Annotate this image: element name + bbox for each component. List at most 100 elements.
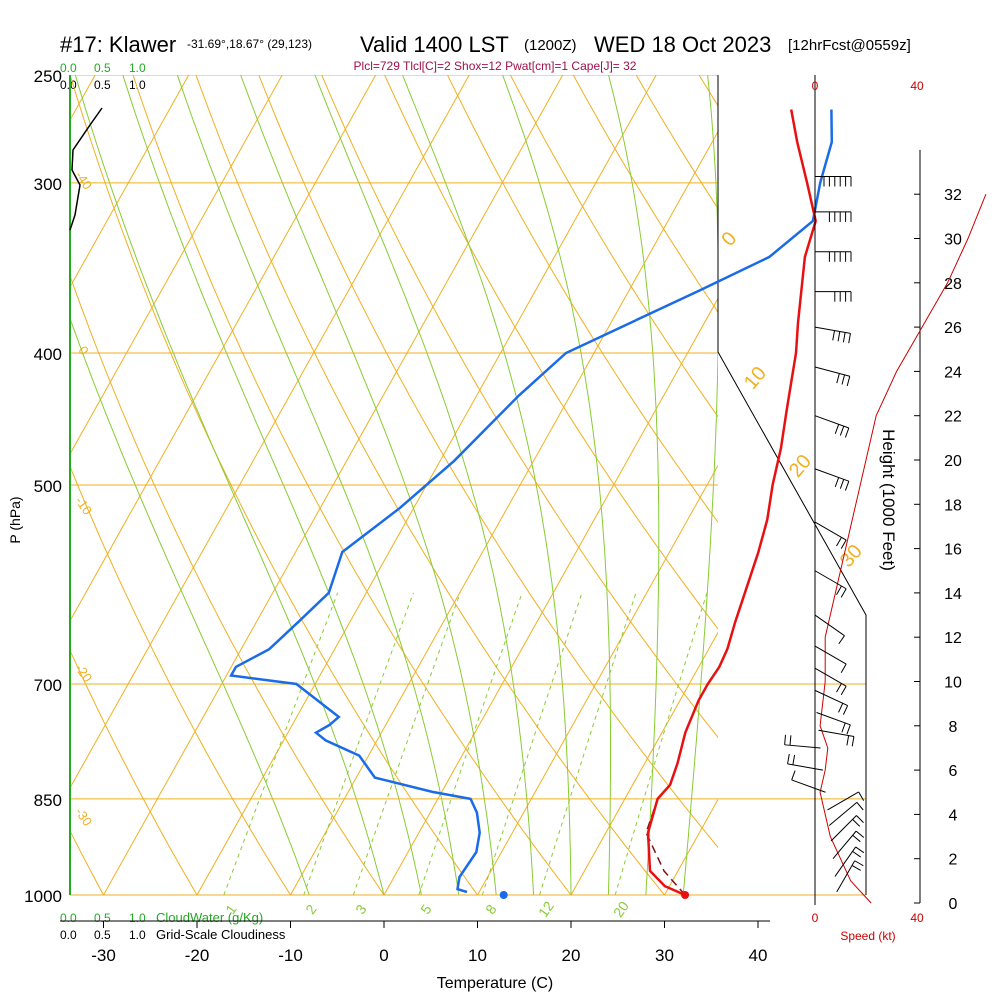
wind-barb-flag — [858, 791, 865, 801]
wind-barb — [832, 830, 865, 860]
dry-adiabat — [447, 75, 718, 523]
wind-barb-flag — [851, 736, 855, 747]
isotherm--70 — [70, 75, 190, 288]
wind-barb-flag — [789, 735, 792, 746]
cloud-top-black-1: 0.5 — [94, 78, 111, 92]
mixing-ratio-label: 5 — [417, 901, 435, 917]
wind-barb-staff — [814, 326, 851, 334]
wind-barb-flag — [846, 735, 850, 746]
wind-speed-line — [819, 194, 987, 904]
wind-barb-flag — [840, 539, 847, 549]
isotherm--60 — [70, 75, 283, 455]
x-tick-label: 30 — [655, 946, 674, 965]
wind-barb-flag — [840, 685, 847, 696]
wind-barb — [814, 570, 847, 598]
cloud-top-green-0: 0.0 — [60, 61, 77, 75]
height-tick-label: 10 — [944, 675, 962, 692]
wind-barb-flag — [791, 770, 796, 781]
isobar-lines — [70, 75, 866, 896]
height-axis-title: Height (1000 Feet) — [879, 429, 898, 571]
wind-barb-flag — [836, 585, 842, 595]
mixing-ratio-line — [614, 592, 708, 896]
wind-barb-staff — [828, 801, 858, 826]
height-tick-label: 12 — [944, 630, 962, 647]
temperature-line — [646, 109, 817, 897]
dry-adiabat — [70, 649, 198, 896]
wind-barb-staff — [827, 791, 859, 811]
mixing-ratio-line — [303, 592, 414, 896]
chart-header: #17: Klawer -31.69°,18.67° (29,123) Vali… — [60, 32, 911, 73]
wind-barb-flag — [844, 427, 850, 438]
speed-tick-label-top: 0 — [812, 79, 819, 93]
wind-barb-flag — [839, 425, 845, 436]
wind-barb-flag — [851, 864, 861, 871]
wind-barb-flag — [856, 802, 864, 811]
moist-adiabat — [240, 75, 497, 896]
forecast-run: [12hrFcst@0559z] — [788, 37, 911, 54]
dry-adiabat — [70, 465, 291, 896]
wind-barb — [814, 689, 849, 715]
dry-adiabat — [70, 75, 478, 896]
mixing-ratio-label: 2 — [302, 901, 320, 917]
wind-barb-flag — [839, 479, 845, 489]
wind-barb-staff — [814, 468, 849, 482]
wind-barb — [815, 291, 852, 302]
x-tick-label: 40 — [749, 946, 768, 965]
wind-barb-staff — [787, 763, 824, 771]
wind-barb-flag — [852, 818, 861, 827]
wind-barb-flag — [836, 683, 842, 693]
mixing-ratio-label: 8 — [482, 901, 500, 917]
wind-barb-staff — [814, 415, 849, 429]
wind-barb-staff — [832, 830, 857, 860]
dry-adiabat — [321, 75, 718, 739]
wind-barb — [834, 846, 865, 877]
pressure-tick-label: 1000 — [24, 887, 62, 906]
wind-barb-staff — [814, 570, 847, 590]
wind-barb — [814, 645, 847, 673]
mixing-ratio-line — [418, 592, 523, 896]
cloud-bottom-black-0: 0.0 — [60, 928, 77, 942]
wind-barb-staff — [818, 729, 855, 737]
wind-barb-flag — [841, 722, 846, 733]
wind-barb — [791, 770, 826, 793]
wind-barb — [814, 667, 847, 696]
station-coords: -31.69°,18.67° (29,123) — [187, 37, 312, 51]
wind-barb-flag — [836, 537, 842, 547]
moist-adiabat — [70, 316, 310, 896]
mixing-ratio-line — [223, 592, 339, 896]
wind-barb-flag — [787, 753, 790, 764]
pressure-tick-label: 850 — [34, 791, 62, 810]
dry-adiabat — [825, 75, 1000, 895]
valid-time: Valid 1400 LST — [360, 32, 509, 57]
surface-temperature-marker — [681, 891, 690, 899]
moist-adiabat — [402, 75, 572, 895]
mixing-ratio-line — [539, 592, 637, 896]
left-isotherm-label: -20 — [72, 661, 95, 685]
height-tick-label: 24 — [944, 364, 962, 381]
isotherm--90 — [0, 75, 2, 895]
wind-barb-flag — [840, 588, 847, 598]
wind-barb-flag — [846, 376, 851, 387]
cloud-bottom-green-1: 0.5 — [94, 911, 111, 925]
wind-barb — [815, 211, 852, 222]
wind-barb-flag — [854, 860, 864, 867]
x-tick-label: 10 — [468, 946, 487, 965]
cloud-scale: 0.0 0.5 1.0 0.0 0.5 1.0 0.0 0.5 1.0 Clou… — [60, 61, 286, 942]
wind-barb-flag — [848, 333, 851, 344]
height-tick-label: 2 — [949, 852, 958, 869]
isotherm-50 — [852, 75, 1000, 895]
height-tick-label: 8 — [949, 719, 958, 736]
height-tick-label: 20 — [944, 453, 962, 470]
cloud-bottom-black-1: 0.5 — [94, 928, 111, 942]
mixing-ratio-label: 3 — [352, 901, 370, 917]
wind-barb-flag — [838, 635, 845, 645]
wind-barb — [814, 415, 850, 438]
height-tick-label: 30 — [944, 232, 962, 249]
wind-barb-flag — [837, 331, 841, 342]
wind-barb-flag — [842, 332, 846, 343]
isotherm-label: 10 — [740, 363, 771, 394]
wind-panel: 0246810121416182022242628303200404080801… — [784, 75, 987, 925]
moist-adiabat — [502, 75, 611, 896]
wind-barb-flag — [841, 374, 846, 385]
